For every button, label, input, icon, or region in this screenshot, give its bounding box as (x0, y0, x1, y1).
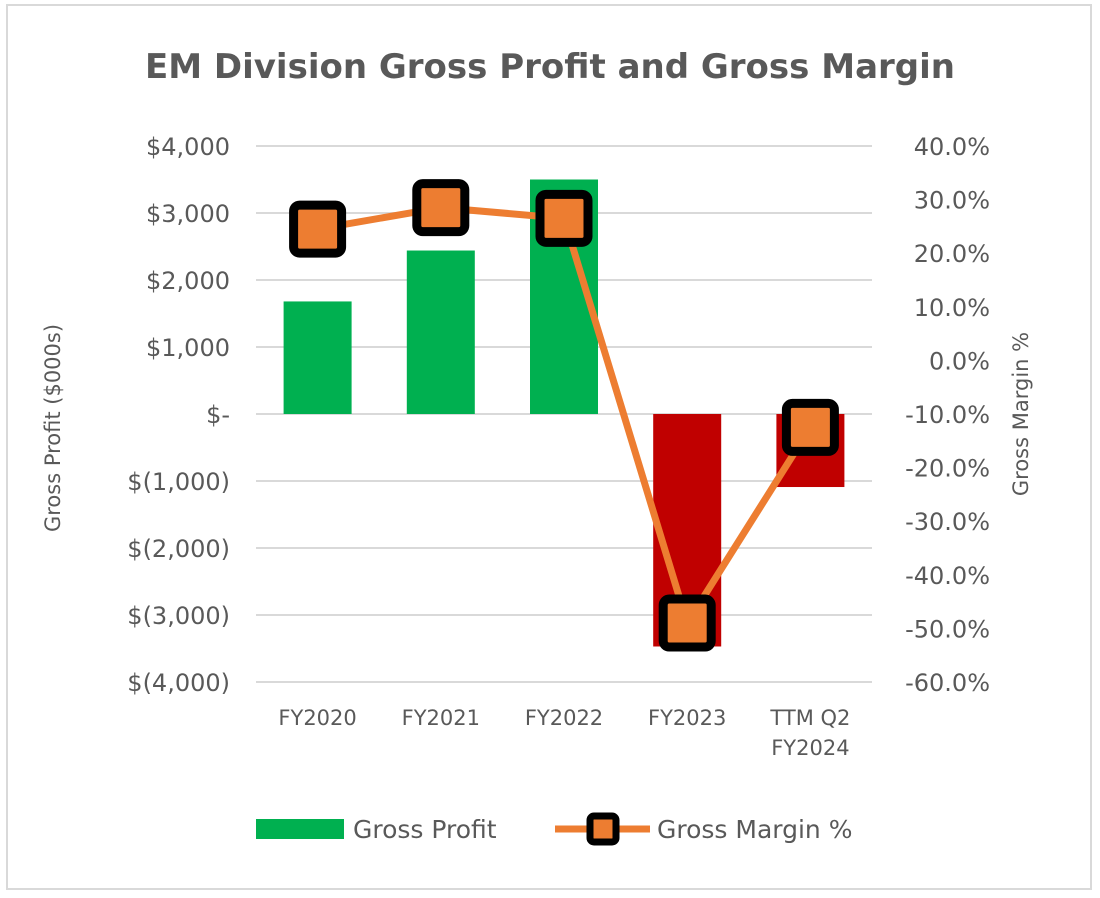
gridlines (256, 145, 872, 683)
left-tick-label: $1,000 (146, 334, 230, 362)
right-tick-label: 30.0% (914, 187, 990, 215)
left-axis-ticks: $4,000 $3,000 $2,000 $1,000 $- $(1,000) $(2,00… (127, 133, 230, 697)
right-tick-label: -10.0% (905, 401, 990, 429)
chart-frame (6, 4, 1092, 890)
right-tick-label: 10.0% (914, 294, 990, 322)
right-tick-label: -50.0% (905, 615, 990, 643)
category-label: FY2023 (648, 706, 726, 730)
left-tick-label: $(3,000) (127, 602, 230, 630)
right-tick-label: 40.0% (914, 133, 990, 161)
right-tick-label: -30.0% (905, 508, 990, 536)
left-axis-title: Gross Profit ($000s) (41, 324, 65, 532)
bar-series (283, 179, 845, 647)
legend-swatch-gross-profit (256, 819, 344, 839)
marker-gross-margin (535, 189, 593, 247)
left-tick-label: $(1,000) (127, 468, 230, 496)
left-tick-label: $- (206, 401, 230, 429)
category-label: FY2022 (525, 706, 603, 730)
line-series (289, 179, 839, 652)
right-tick-label: 0.0% (929, 347, 990, 375)
marker-gross-margin (658, 594, 716, 652)
category-label: TTM Q2 (769, 706, 850, 730)
left-tick-label: $(4,000) (127, 669, 230, 697)
left-tick-label: $4,000 (146, 133, 230, 161)
legend-label-gross-margin: Gross Margin % (657, 815, 852, 844)
legend: Gross Profit Gross Margin % (256, 812, 852, 846)
left-tick-label: $2,000 (146, 267, 230, 295)
left-tick-label: $3,000 (146, 200, 230, 228)
category-labels: FY2020 FY2021 FY2022 FY2023 TTM Q2 FY2024 (278, 706, 850, 760)
bar-gross-profit (406, 250, 475, 414)
category-label: FY2024 (771, 736, 849, 760)
right-axis-title: Gross Margin % (1009, 332, 1033, 496)
marker-gross-margin (289, 200, 347, 258)
category-label: FY2020 (278, 706, 356, 730)
legend-label-gross-profit: Gross Profit (353, 815, 497, 844)
right-axis-ticks: 40.0% 30.0% 20.0% 10.0% 0.0% -10.0% -20.0% -30.… (905, 133, 990, 697)
right-tick-label: 20.0% (914, 240, 990, 268)
marker-gross-margin (781, 398, 839, 456)
left-tick-label: $(2,000) (127, 535, 230, 563)
marker-gross-margin (412, 179, 470, 237)
category-label: FY2021 (402, 706, 480, 730)
right-tick-label: -60.0% (905, 669, 990, 697)
right-tick-label: -20.0% (905, 455, 990, 483)
right-tick-label: -40.0% (905, 562, 990, 590)
legend-marker-gross-margin (586, 812, 620, 846)
chart-title: EM Division Gross Profit and Gross Margi… (145, 47, 955, 87)
bar-gross-profit (283, 301, 352, 414)
